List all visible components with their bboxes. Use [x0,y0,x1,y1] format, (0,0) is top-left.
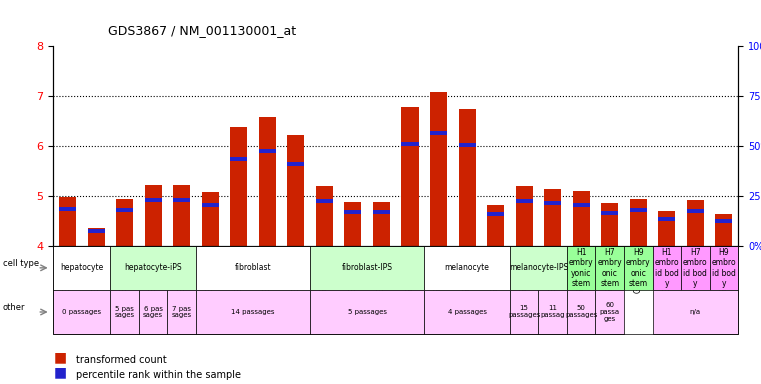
Bar [516,199,533,203]
Bar [516,186,533,246]
Text: n/a: n/a [689,309,701,315]
Bar [116,209,133,212]
Bar [402,108,419,246]
Text: percentile rank within the sample: percentile rank within the sample [76,370,241,380]
Bar [373,210,390,214]
Bar [658,217,676,220]
Text: 50
passages: 50 passages [565,306,597,318]
Text: transformed count: transformed count [76,355,167,365]
Text: H1
embro
id bod
y: H1 embro id bod y [654,248,679,288]
Bar [88,228,105,246]
Text: ■: ■ [53,350,66,364]
Bar [230,127,247,246]
Bar [174,185,190,246]
Bar [202,192,219,246]
Bar [288,135,304,246]
Text: hepatocyte-iPS: hepatocyte-iPS [124,263,182,272]
Text: H7
embro
id bod
y: H7 embro id bod y [683,248,708,288]
Text: H9
embro
id bod
y: H9 embro id bod y [712,248,736,288]
Bar [715,214,733,246]
Bar [230,157,247,161]
Bar [174,198,190,202]
Bar [59,197,76,246]
Bar [658,211,676,246]
Bar [145,185,162,246]
Bar [687,209,704,213]
Text: H7
embry
onic
stem: H7 embry onic stem [597,248,622,288]
Bar [572,203,590,207]
Bar [202,203,219,207]
Bar [88,229,105,233]
Bar [430,92,447,246]
Bar [316,186,333,246]
Bar [402,142,419,146]
Text: 60
passa
ges: 60 passa ges [600,302,619,322]
Text: 15
passages: 15 passages [508,306,540,318]
Bar [288,162,304,166]
Text: cell type: cell type [3,259,39,268]
Bar [544,189,562,246]
Text: hepatocyte: hepatocyte [60,263,103,272]
Bar [601,203,618,246]
Bar [259,149,276,153]
Text: 0 passages: 0 passages [62,309,101,315]
Bar [487,212,504,216]
Text: 7 pas
sages: 7 pas sages [172,306,192,318]
Text: 5 pas
sages: 5 pas sages [115,306,135,318]
Bar [687,200,704,246]
Text: 6 pas
sages: 6 pas sages [143,306,163,318]
Text: other: other [3,303,25,312]
Bar [458,143,476,147]
Text: GDS3867 / NM_001130001_at: GDS3867 / NM_001130001_at [108,24,296,37]
Text: ■: ■ [53,365,66,379]
Text: fibroblast-IPS: fibroblast-IPS [342,263,393,272]
Text: 4 passages: 4 passages [447,309,486,315]
Bar [116,199,133,246]
Text: H9
embry
onic
stem: H9 embry onic stem [626,248,651,288]
Text: H1
embry
yonic
stem: H1 embry yonic stem [569,248,594,288]
Bar [544,201,562,205]
Bar [487,205,504,246]
Bar [572,191,590,246]
Text: melanocyte: melanocyte [444,263,489,272]
Bar [715,219,733,223]
Bar [601,211,618,215]
Text: melanocyte-IPS: melanocyte-IPS [509,263,568,272]
Text: fibroblast: fibroblast [234,263,272,272]
Bar [259,117,276,246]
Bar [344,210,361,215]
Text: 14 passages: 14 passages [231,309,275,315]
Bar [145,198,162,202]
Bar [344,202,361,246]
Bar [59,207,76,211]
Bar [458,109,476,246]
Bar [630,209,647,212]
Bar [630,199,647,246]
Text: 11
passag: 11 passag [540,306,565,318]
Text: 5 passages: 5 passages [348,309,387,315]
Bar [373,202,390,246]
Bar [316,199,333,203]
Bar [430,131,447,135]
